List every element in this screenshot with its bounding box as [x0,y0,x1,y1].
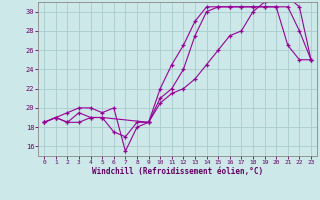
X-axis label: Windchill (Refroidissement éolien,°C): Windchill (Refroidissement éolien,°C) [92,167,263,176]
